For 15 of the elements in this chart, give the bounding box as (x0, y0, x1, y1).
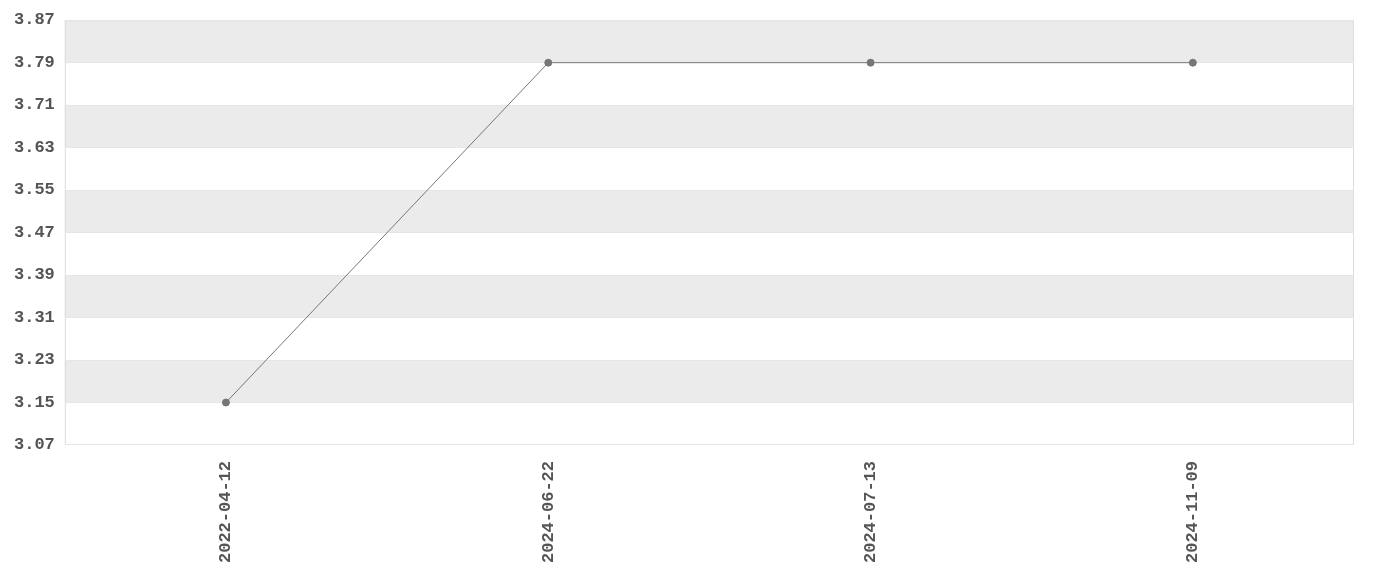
y-tick-label: 3.79 (13, 52, 55, 72)
y-tick-label: 3.47 (13, 222, 55, 242)
x-tick-label: 2024-07-13 (860, 460, 880, 564)
x-tick-label: 2024-06-22 (538, 460, 558, 564)
y-tick-label: 3.07 (13, 435, 55, 455)
y-tick-label: 3.71 (13, 95, 55, 115)
x-tick-label: 2022-04-12 (216, 460, 236, 564)
y-tick-label: 3.39 (13, 265, 55, 285)
y-tick-label: 3.23 (13, 350, 55, 370)
y-tick-label: 3.55 (13, 180, 55, 200)
y-tick-label: 3.63 (13, 137, 55, 157)
y-tick-label: 3.15 (13, 392, 55, 412)
y-tick-label: 3.87 (13, 10, 55, 30)
x-tick-label: 2024-11-09 (1183, 460, 1203, 564)
y-tick-label: 3.31 (13, 307, 55, 327)
